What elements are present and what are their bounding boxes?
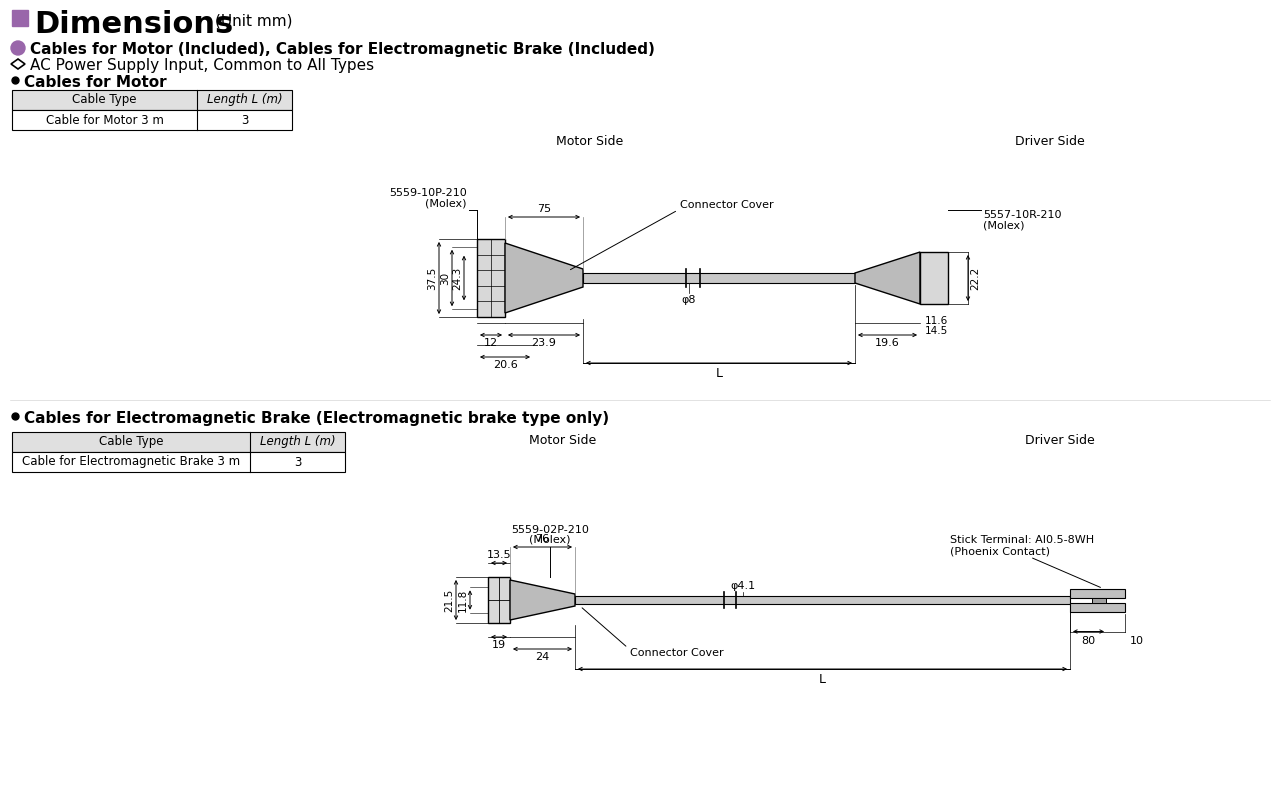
Text: (Molex): (Molex) — [529, 535, 571, 545]
Text: 3: 3 — [294, 456, 301, 468]
Text: Driver Side: Driver Side — [1015, 135, 1085, 148]
Text: 20.6: 20.6 — [493, 360, 517, 370]
Text: 19: 19 — [492, 640, 506, 650]
Text: 76: 76 — [535, 534, 549, 544]
Text: 11.8: 11.8 — [458, 588, 468, 611]
Text: AC Power Supply Input, Common to All Types: AC Power Supply Input, Common to All Typ… — [29, 58, 374, 73]
Text: Cable for Electromagnetic Brake 3 m: Cable for Electromagnetic Brake 3 m — [22, 456, 241, 468]
Text: 5559-02P-210: 5559-02P-210 — [511, 525, 589, 535]
Bar — [582, 273, 855, 283]
Bar — [12, 110, 292, 130]
Text: Cable for Motor 3 m: Cable for Motor 3 m — [46, 114, 164, 126]
Text: 10: 10 — [1130, 635, 1144, 646]
Text: Cables for Electromagnetic Brake (Electromagnetic brake type only): Cables for Electromagnetic Brake (Electr… — [24, 411, 609, 426]
Bar — [477, 239, 506, 317]
Text: 24: 24 — [535, 652, 549, 662]
Polygon shape — [506, 243, 582, 313]
Text: 14.5: 14.5 — [924, 326, 947, 336]
Text: 30: 30 — [440, 271, 451, 285]
Text: 24.3: 24.3 — [452, 266, 462, 289]
Text: Length L (m): Length L (m) — [206, 94, 283, 107]
Text: Cables for Motor: Cables for Motor — [24, 75, 166, 90]
Bar — [575, 596, 1070, 604]
Text: (Unit mm): (Unit mm) — [215, 13, 293, 28]
Polygon shape — [855, 252, 920, 304]
Text: 23.9: 23.9 — [531, 338, 557, 348]
Text: 5557-10R-210: 5557-10R-210 — [983, 210, 1061, 220]
Text: 21.5: 21.5 — [444, 588, 454, 611]
Text: (Molex): (Molex) — [425, 198, 467, 208]
Text: L: L — [819, 673, 826, 686]
Text: 5559-10P-210: 5559-10P-210 — [389, 188, 467, 198]
Bar — [488, 577, 509, 623]
Text: φ4.1: φ4.1 — [730, 581, 755, 591]
Bar — [1092, 598, 1106, 603]
Text: Length L (m): Length L (m) — [260, 436, 335, 448]
Text: 12: 12 — [484, 338, 498, 348]
Text: 75: 75 — [536, 204, 552, 214]
Text: (Molex): (Molex) — [983, 220, 1024, 230]
Polygon shape — [509, 580, 575, 620]
Text: Connector Cover: Connector Cover — [630, 648, 723, 658]
Text: Cable Type: Cable Type — [99, 436, 164, 448]
Circle shape — [12, 41, 26, 55]
Text: Stick Terminal: AI0.5-8WH: Stick Terminal: AI0.5-8WH — [950, 535, 1094, 545]
Text: 80: 80 — [1082, 635, 1096, 646]
Text: 13.5: 13.5 — [486, 550, 511, 560]
Text: Connector Cover: Connector Cover — [680, 200, 773, 210]
Bar — [12, 452, 346, 472]
Text: Driver Side: Driver Side — [1025, 434, 1094, 447]
Text: 22.2: 22.2 — [970, 266, 980, 289]
Text: 19.6: 19.6 — [876, 338, 900, 348]
Bar — [920, 252, 948, 304]
Bar — [1070, 588, 1125, 598]
Text: Cable Type: Cable Type — [72, 94, 137, 107]
Text: Motor Side: Motor Side — [557, 135, 623, 148]
Text: Dimensions: Dimensions — [35, 10, 233, 39]
Text: 3: 3 — [241, 114, 248, 126]
Text: Motor Side: Motor Side — [530, 434, 596, 447]
Bar — [12, 432, 346, 452]
Text: (Phoenix Contact): (Phoenix Contact) — [950, 547, 1050, 557]
Bar — [12, 90, 292, 110]
Text: Cables for Motor (Included), Cables for Electromagnetic Brake (Included): Cables for Motor (Included), Cables for … — [29, 42, 655, 57]
Bar — [1070, 603, 1125, 611]
Text: 37.5: 37.5 — [428, 266, 436, 289]
Text: 11.6: 11.6 — [924, 316, 947, 326]
Text: L: L — [716, 367, 722, 380]
Bar — [12, 10, 28, 26]
Text: φ8: φ8 — [682, 295, 696, 305]
